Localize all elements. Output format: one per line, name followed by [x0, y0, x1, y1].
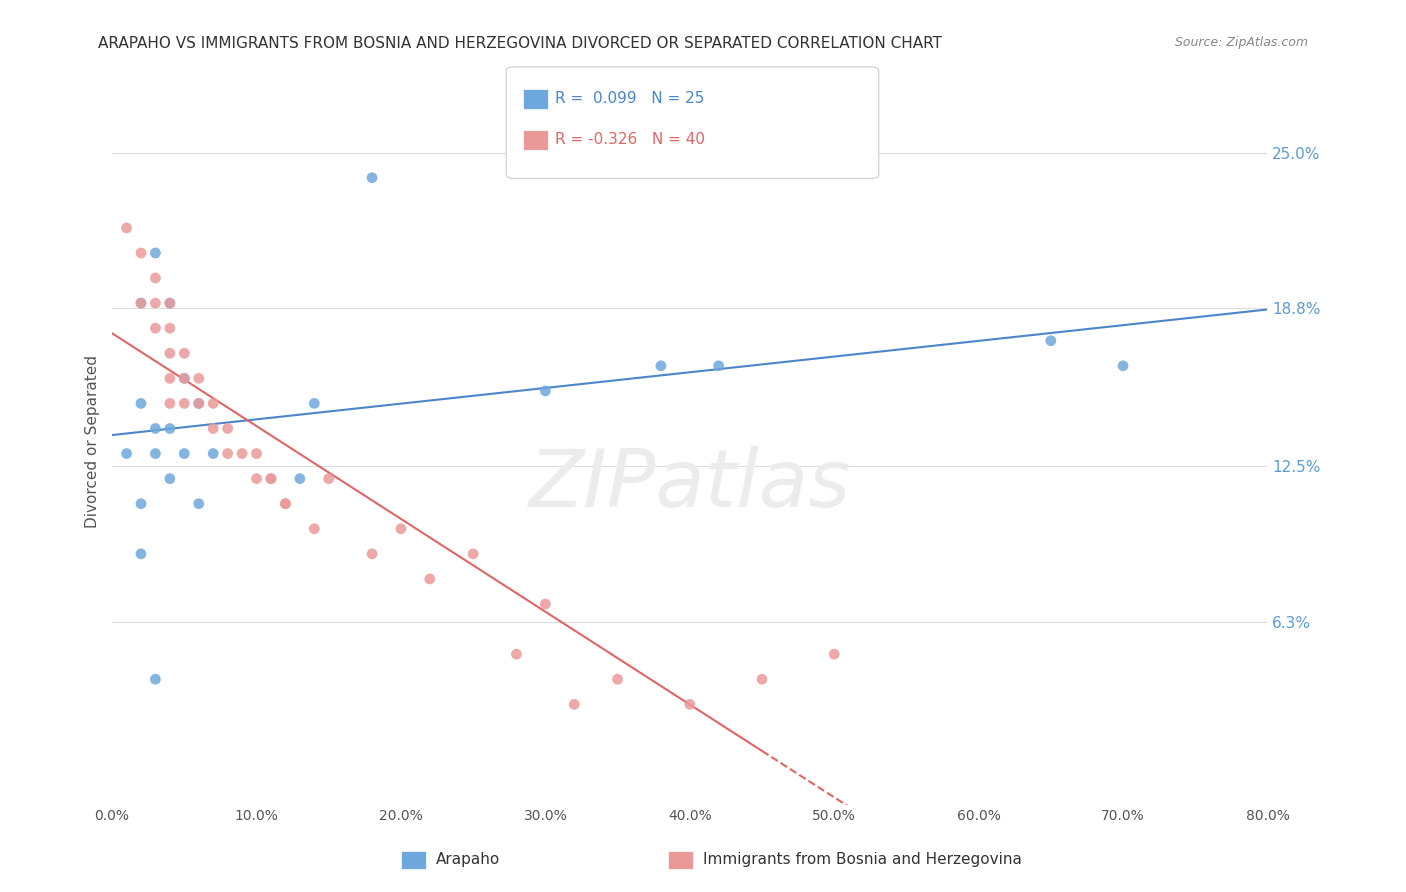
Point [245, 472, 267, 486]
Point [505, 647, 527, 661]
Point [159, 346, 181, 360]
Point [145, 321, 167, 335]
Point [129, 296, 152, 310]
Text: Source: ZipAtlas.com: Source: ZipAtlas.com [1174, 36, 1308, 49]
Text: Arapaho: Arapaho [436, 853, 501, 867]
Point [159, 472, 181, 486]
Point [318, 472, 340, 486]
Point [606, 672, 628, 686]
Point [217, 421, 239, 435]
Point [562, 698, 585, 712]
Point [217, 446, 239, 460]
Point [145, 296, 167, 310]
Point [159, 296, 181, 310]
Point [115, 220, 138, 235]
Point [159, 321, 181, 335]
Point [173, 396, 195, 410]
Point [187, 396, 209, 410]
Y-axis label: Divorced or Separated: Divorced or Separated [86, 354, 100, 527]
Point [361, 170, 384, 185]
Point [534, 384, 557, 398]
Point [187, 371, 209, 385]
Point [129, 547, 152, 561]
Point [751, 672, 773, 686]
Point [187, 396, 209, 410]
Point [274, 497, 297, 511]
Point [173, 371, 195, 385]
Point [187, 497, 209, 511]
Point [159, 421, 181, 435]
Point [145, 246, 167, 260]
Point [245, 446, 267, 460]
Point [260, 472, 283, 486]
Point [1112, 359, 1135, 373]
Point [463, 547, 485, 561]
Point [115, 446, 138, 460]
Point [389, 522, 412, 536]
Point [145, 271, 167, 285]
Point [202, 396, 225, 410]
Point [145, 421, 167, 435]
Point [145, 446, 167, 460]
Point [173, 346, 195, 360]
Point [419, 572, 441, 586]
Point [304, 522, 326, 536]
Point [361, 547, 384, 561]
Point [202, 421, 225, 435]
Point [159, 296, 181, 310]
Text: ARAPAHO VS IMMIGRANTS FROM BOSNIA AND HERZEGOVINA DIVORCED OR SEPARATED CORRELAT: ARAPAHO VS IMMIGRANTS FROM BOSNIA AND HE… [98, 36, 942, 51]
Point [145, 672, 167, 686]
Point [679, 698, 702, 712]
Text: R = -0.326   N = 40: R = -0.326 N = 40 [555, 132, 706, 146]
Point [288, 472, 311, 486]
Text: Immigrants from Bosnia and Herzegovina: Immigrants from Bosnia and Herzegovina [703, 853, 1022, 867]
Point [173, 446, 195, 460]
Point [707, 359, 730, 373]
Point [1039, 334, 1062, 348]
Point [534, 597, 557, 611]
Point [159, 371, 181, 385]
Point [274, 497, 297, 511]
Point [260, 472, 283, 486]
Text: R =  0.099   N = 25: R = 0.099 N = 25 [555, 91, 704, 105]
Point [650, 359, 672, 373]
Point [202, 446, 225, 460]
Point [173, 371, 195, 385]
Point [304, 396, 326, 410]
Point [159, 396, 181, 410]
Point [129, 497, 152, 511]
Point [129, 396, 152, 410]
Text: ZIPatlas: ZIPatlas [529, 446, 851, 524]
Point [823, 647, 845, 661]
Point [231, 446, 253, 460]
Point [129, 246, 152, 260]
Point [129, 296, 152, 310]
